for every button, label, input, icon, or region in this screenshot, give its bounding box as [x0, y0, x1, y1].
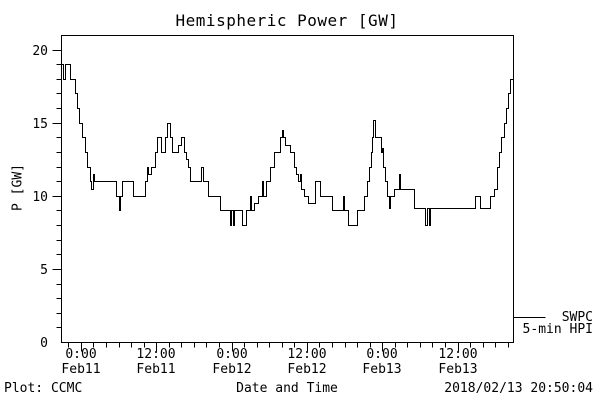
- x-tick-label: 0:00 Feb11: [61, 347, 101, 377]
- x-tick-label: 12:00 Feb13: [438, 347, 478, 377]
- plot-frame: [61, 35, 514, 343]
- x-tick-label: 0:00 Feb12: [212, 347, 252, 377]
- hpi-data-line: [61, 64, 514, 226]
- y-tick-label: 15: [32, 117, 48, 132]
- plot-timestamp: 2018/02/13 20:50:04: [444, 381, 593, 396]
- x-tick-label: 12:00 Feb12: [287, 347, 327, 377]
- chart-title: Hemispheric Power [GW]: [175, 11, 399, 30]
- legend-source-label: SWPC: [561, 310, 593, 325]
- x-tick-label: 12:00 Feb11: [136, 347, 176, 377]
- x-axis-title: Date and Time: [236, 381, 338, 396]
- y-tick-label: 0: [40, 336, 48, 351]
- x-tick-label: 0:00 Feb13: [362, 347, 402, 377]
- plot-source-label: Plot: CCMC: [4, 381, 83, 396]
- legend-product-label: 5-min HPI: [522, 322, 593, 337]
- y-tick-label: 5: [40, 263, 48, 278]
- y-axis-title: P [GW]: [10, 164, 26, 211]
- y-tick-label: 20: [32, 44, 48, 59]
- y-tick-label: 10: [32, 190, 48, 205]
